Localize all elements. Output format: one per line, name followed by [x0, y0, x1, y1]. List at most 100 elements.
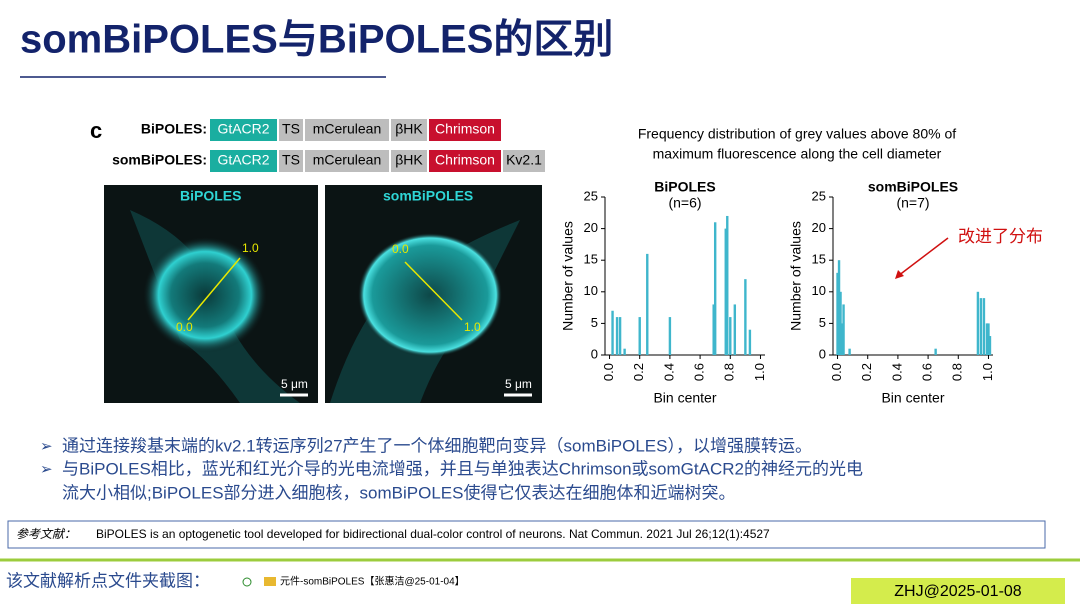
- icon: [242, 577, 252, 587]
- y-tick-label: 20: [812, 220, 826, 235]
- y-tick-label: 10: [812, 283, 826, 298]
- y-tick-label: 0: [591, 346, 598, 361]
- arrow-head: [895, 270, 904, 279]
- histogram: 0 5 10 15 20 25 0.0 0.2 0.4 0.6 0.8 1.0 somBiPOLES(n…: [788, 179, 995, 406]
- y-tick-label: 25: [584, 188, 598, 203]
- bar: [839, 291, 842, 355]
- construct-part-label: TS: [282, 152, 300, 168]
- reference-box: [7, 520, 1046, 549]
- footer-caption: 该文献解析点文件夹截图：: [6, 571, 210, 590]
- x-tick-label: 1.0: [980, 363, 995, 381]
- construct-part: [305, 119, 389, 141]
- construct-part: [429, 150, 501, 172]
- construct-part: [210, 119, 277, 141]
- stamp: ZHJ@2025-01-08: [894, 583, 1022, 600]
- bullets: ➢ ➢ 通过连接羧基末端的kv2.1转运序列27产生了一个体细胞靶向变异（som…: [40, 436, 863, 502]
- construct-part: [429, 119, 501, 141]
- line-start: 0.0: [392, 242, 409, 256]
- image-label: BiPOLES: [180, 188, 241, 204]
- x-tick-label: 0.4: [661, 363, 676, 381]
- charts-title: Frequency distribution of grey values ab…: [638, 126, 956, 142]
- bar: [611, 310, 614, 355]
- construct-part-label: Chrimson: [435, 121, 495, 137]
- bar: [618, 317, 622, 355]
- scale-label: 5 μm: [505, 377, 532, 391]
- bar: [982, 298, 986, 355]
- construct-part-label: Kv2.1: [506, 152, 542, 168]
- image-label: somBiPOLES: [383, 188, 473, 204]
- bullet: 通过连接羧基末端的kv2.1转运序列27产生了一个体细胞靶向变异（somBiPO…: [62, 436, 812, 455]
- bar: [733, 304, 737, 355]
- construct-part: [305, 150, 389, 172]
- bar: [837, 260, 841, 355]
- chart-title: somBiPOLES: [868, 179, 958, 195]
- reference-label: 参考文献：: [16, 527, 76, 541]
- bullet: 与BiPOLES相比，蓝光和红光介导的光电流增强，并且与单独表达Chrimson…: [62, 459, 863, 478]
- bullet-marker: ➢: [40, 438, 53, 455]
- measure-line: [404, 261, 463, 321]
- bar: [713, 222, 717, 355]
- annotation-arrow: [897, 237, 949, 277]
- slide-title: somBiPOLES与BiPOLES的区别: [20, 18, 613, 62]
- bar: [979, 298, 983, 355]
- bar: [985, 323, 989, 355]
- x-tick-label: 0.4: [889, 363, 904, 381]
- x-tick-label: 0.0: [829, 363, 844, 381]
- construct-part: [210, 150, 277, 172]
- histogram: 0 5 10 15 20 25 0.0 0.2 0.4 0.6 0.8 1.0 BiPOLES(n=6)…: [560, 179, 767, 406]
- x-axis-label: Bin center: [881, 390, 944, 406]
- construct-part: [391, 119, 427, 141]
- cell: [143, 237, 267, 353]
- bar: [840, 323, 844, 355]
- construct-part-label: GtACR2: [217, 152, 269, 168]
- charts-title: maximum fluorescence along the cell diam…: [653, 146, 942, 162]
- construct-part: [279, 150, 303, 172]
- figure: c BiPOLES: GtACR2 TS mCerulean βHK Chrimson so…: [90, 118, 1043, 403]
- x-tick-label: 0.2: [859, 363, 874, 381]
- x-tick-label: 0.8: [950, 363, 965, 381]
- y-tick-label: 0: [819, 346, 826, 361]
- construct-part-label: mCerulean: [313, 121, 381, 137]
- y-tick-label: 20: [584, 220, 598, 235]
- x-tick-label: 1.0: [752, 363, 767, 381]
- y-axis-label: Number of values: [788, 221, 804, 331]
- construct-part: [503, 150, 545, 172]
- bar: [646, 253, 649, 355]
- image-sombipoles: somBiPOLES 0.0 1.0 5 μm: [325, 185, 542, 403]
- scale-label: 5 μm: [281, 377, 308, 391]
- construct-part-label: βHK: [395, 152, 423, 168]
- bar: [729, 317, 732, 355]
- construct-part-label: TS: [282, 121, 300, 137]
- x-tick-label: 0.6: [920, 363, 935, 381]
- cell: [358, 233, 502, 357]
- x-tick-label: 0.8: [722, 363, 737, 381]
- construct-name: somBiPOLES:: [112, 152, 207, 168]
- bullet: 流大小相似;BiPOLES部分进入细胞核，somBiPOLES使得它仅表达在细胞…: [62, 482, 735, 502]
- bar: [976, 291, 980, 355]
- line-end: 1.0: [464, 320, 481, 334]
- bar: [748, 329, 752, 355]
- bar: [744, 279, 747, 355]
- footer-path: 元件-somBiPOLES【张惠洁@25-01-04】: [280, 575, 465, 588]
- bar: [836, 272, 839, 355]
- bar: [712, 304, 715, 355]
- x-tick-label: 0.2: [631, 363, 646, 381]
- construct-part: [391, 150, 427, 172]
- folder-icon: [264, 577, 276, 586]
- line-start: 0.0: [176, 320, 193, 334]
- bar: [842, 304, 845, 355]
- y-tick-label: 10: [584, 283, 598, 298]
- chart-title: BiPOLES: [654, 179, 715, 195]
- line-end: 1.0: [242, 241, 259, 255]
- bar: [726, 215, 729, 355]
- y-tick-label: 25: [812, 188, 826, 203]
- x-axis-label: Bin center: [653, 390, 716, 406]
- bar: [638, 317, 641, 355]
- panel-letter: c: [90, 118, 102, 143]
- bar: [615, 317, 619, 355]
- construct-part-label: GtACR2: [217, 121, 269, 137]
- bar: [724, 228, 727, 355]
- construct-part-label: Chrimson: [435, 152, 495, 168]
- x-tick-label: 0.6: [692, 363, 707, 381]
